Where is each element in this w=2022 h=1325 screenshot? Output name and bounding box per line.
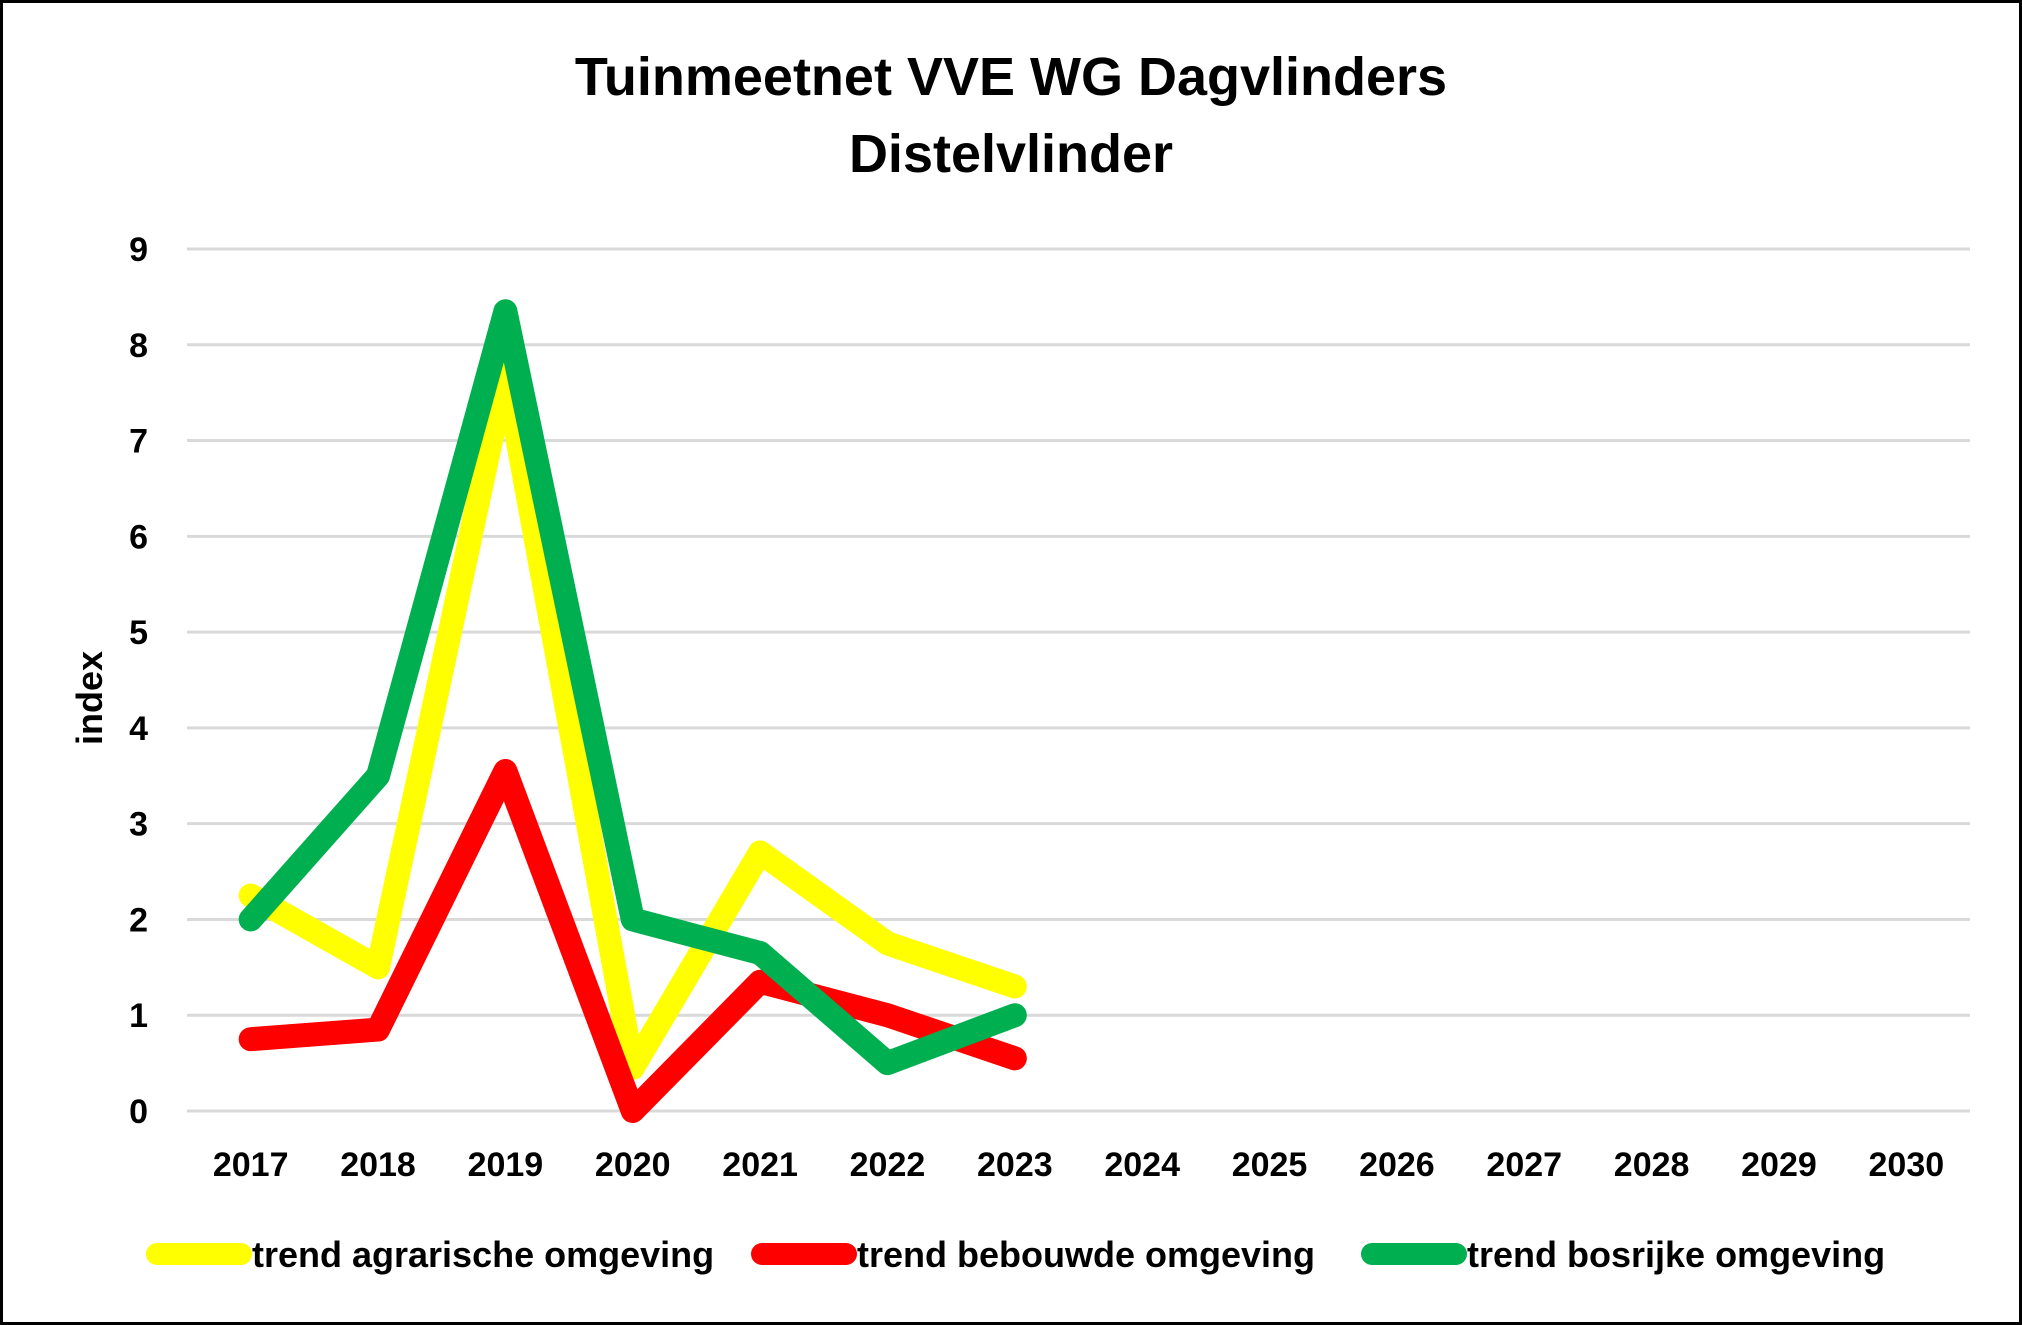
legend-label-2: trend bebouwde omgeving (857, 1234, 1315, 1275)
x-tick-label: 2017 (213, 1146, 289, 1184)
x-tick-label: 2027 (1486, 1146, 1562, 1184)
y-tick-label: 3 (129, 806, 148, 844)
x-tick-label: 2025 (1232, 1146, 1308, 1184)
x-tick-label: 2028 (1614, 1146, 1690, 1184)
x-tick-label: 2021 (722, 1146, 798, 1184)
series-line-1 (238, 361, 1027, 1080)
chart-title-line-2: Distelvlinder (849, 124, 1173, 184)
x-tick-label: 2029 (1741, 1146, 1817, 1184)
gridlines (187, 247, 1970, 1113)
y-tick-label: 2 (129, 901, 148, 939)
y-tick-label: 0 (129, 1093, 148, 1131)
y-tick-label: 6 (129, 518, 148, 556)
series-line-3 (238, 299, 1027, 1076)
series-line-2 (238, 758, 1027, 1123)
y-axis-label: index (69, 651, 110, 745)
x-tick-label: 2019 (468, 1146, 544, 1184)
x-tick-label: 2026 (1359, 1146, 1435, 1184)
x-tick-label: 2023 (977, 1146, 1053, 1184)
y-tick-label: 5 (129, 614, 148, 652)
y-tick-label: 7 (129, 423, 148, 461)
series-lines (238, 299, 1027, 1123)
chart-title-line-1: Tuinmeetnet VVE WG Dagvlinders (575, 47, 1447, 107)
legend: trend agrarische omgeving trend bebouwde … (146, 1234, 1885, 1275)
y-tick-labels: 0 1 2 3 4 5 6 7 8 9 (129, 231, 148, 1131)
y-tick-label: 9 (129, 231, 148, 269)
y-tick-label: 8 (129, 327, 148, 365)
x-tick-label: 2024 (1104, 1146, 1180, 1184)
y-tick-label: 4 (129, 710, 148, 748)
x-tick-label: 2020 (595, 1146, 671, 1184)
x-tick-label: 2022 (850, 1146, 926, 1184)
x-tick-label: 2030 (1869, 1146, 1945, 1184)
legend-label-1: trend agrarische omgeving (252, 1234, 714, 1275)
x-tick-labels: 2017 2018 2019 2020 2021 2022 2023 2024 2025 2026… (213, 1146, 1944, 1184)
y-tick-label: 1 (129, 997, 148, 1035)
x-tick-label: 2018 (340, 1146, 416, 1184)
legend-label-3: trend bosrijke omgeving (1467, 1234, 1885, 1275)
